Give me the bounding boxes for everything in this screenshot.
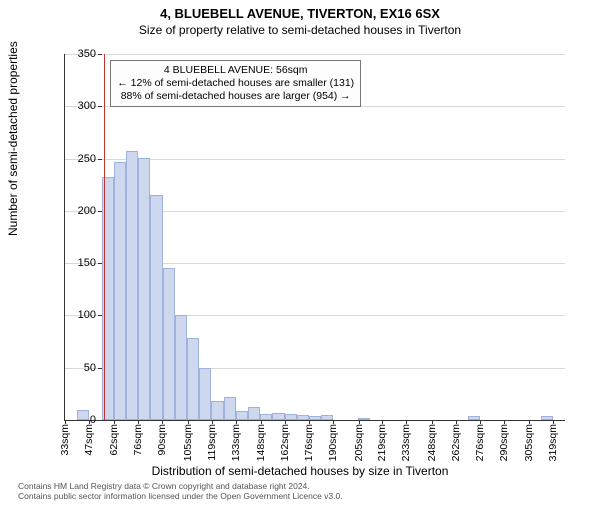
histogram-bar (224, 397, 236, 420)
info-box-line1: 4 BLUEBELL AVENUE: 56sqm (117, 64, 354, 77)
marker-line (104, 54, 105, 420)
info-box: 4 BLUEBELL AVENUE: 56sqm← 12% of semi-de… (110, 60, 361, 107)
x-tick-label: 305sqm (523, 424, 535, 461)
histogram-bar (468, 416, 480, 420)
x-tick-label: 33sqm (59, 424, 71, 456)
page-title: 4, BLUEBELL AVENUE, TIVERTON, EX16 6SX (0, 6, 600, 21)
y-tick-label: 300 (66, 100, 96, 112)
histogram-chart: 4 BLUEBELL AVENUE: 56sqm← 12% of semi-de… (64, 54, 565, 421)
y-tick-label: 100 (66, 309, 96, 321)
gridline (65, 54, 565, 55)
x-axis-label: Distribution of semi-detached houses by … (0, 464, 600, 478)
x-tick-label: 290sqm (498, 424, 510, 461)
x-tick-label: 62sqm (108, 424, 120, 456)
x-tick-label: 248sqm (426, 424, 438, 461)
x-tick-label: 162sqm (279, 424, 291, 461)
x-tick-label: 319sqm (547, 424, 559, 461)
histogram-bar (163, 268, 175, 420)
x-tick-label: 47sqm (83, 424, 95, 456)
y-tick-label: 200 (66, 205, 96, 217)
histogram-bar (285, 414, 297, 420)
histogram-bar (236, 411, 248, 420)
x-tick-label: 176sqm (303, 424, 315, 461)
histogram-bar (126, 151, 138, 420)
histogram-bar (358, 418, 370, 420)
y-tick-label: 250 (66, 153, 96, 165)
histogram-bar (150, 195, 162, 420)
x-tick-label: 205sqm (353, 424, 365, 461)
x-tick-label: 76sqm (132, 424, 144, 456)
histogram-bar (175, 315, 187, 420)
x-tick-label: 219sqm (376, 424, 388, 461)
histogram-bar (272, 413, 284, 420)
x-tick-label: 119sqm (206, 424, 218, 461)
histogram-bar (211, 401, 223, 420)
footer-attribution: Contains HM Land Registry data © Crown c… (18, 482, 343, 502)
histogram-bar (297, 415, 309, 420)
histogram-bar (138, 158, 150, 420)
y-tick-label: 50 (66, 362, 96, 374)
histogram-bar (321, 415, 333, 420)
x-tick-label: 190sqm (327, 424, 339, 461)
y-tick-label: 350 (66, 48, 96, 60)
x-tick-label: 276sqm (474, 424, 486, 461)
x-tick-label: 262sqm (450, 424, 462, 461)
histogram-bar (248, 407, 260, 420)
x-tick-label: 90sqm (156, 424, 168, 456)
x-tick-label: 105sqm (182, 424, 194, 461)
histogram-bar (199, 368, 211, 420)
histogram-bar (114, 162, 126, 420)
info-box-line2: ← 12% of semi-detached houses are smalle… (117, 77, 354, 90)
page-subtitle: Size of property relative to semi-detach… (0, 23, 600, 37)
footer-line2: Contains public sector information licen… (18, 492, 343, 502)
histogram-bar (309, 416, 321, 420)
x-tick-label: 148sqm (255, 424, 267, 461)
info-box-line3: 88% of semi-detached houses are larger (… (117, 90, 354, 103)
histogram-bar (541, 416, 553, 420)
x-tick-label: 133sqm (230, 424, 242, 461)
y-tick-label: 150 (66, 257, 96, 269)
histogram-bar (187, 338, 199, 420)
y-tick-label: 0 (66, 414, 96, 426)
x-tick-label: 233sqm (400, 424, 412, 461)
y-axis-label: Number of semi-detached properties (6, 41, 20, 236)
